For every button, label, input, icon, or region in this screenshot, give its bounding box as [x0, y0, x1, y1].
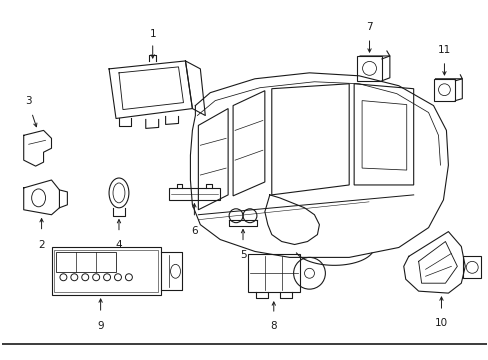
Text: 5: 5 — [239, 251, 246, 260]
Text: 7: 7 — [366, 22, 372, 32]
Text: 6: 6 — [191, 226, 197, 236]
Bar — [51, 247, 161, 295]
Text: 9: 9 — [97, 321, 104, 331]
Text: 8: 8 — [270, 321, 277, 331]
Bar — [168, 188, 220, 200]
Bar — [433, 79, 454, 100]
Text: 11: 11 — [437, 45, 450, 55]
Bar — [56, 252, 116, 273]
Text: 1: 1 — [149, 29, 156, 39]
Text: 10: 10 — [434, 318, 447, 328]
Bar — [54, 251, 157, 292]
Text: 3: 3 — [25, 95, 32, 105]
Bar — [247, 255, 299, 292]
Text: 2: 2 — [38, 239, 45, 249]
Bar — [356, 56, 381, 81]
Text: 4: 4 — [116, 239, 122, 249]
Bar — [462, 256, 480, 278]
